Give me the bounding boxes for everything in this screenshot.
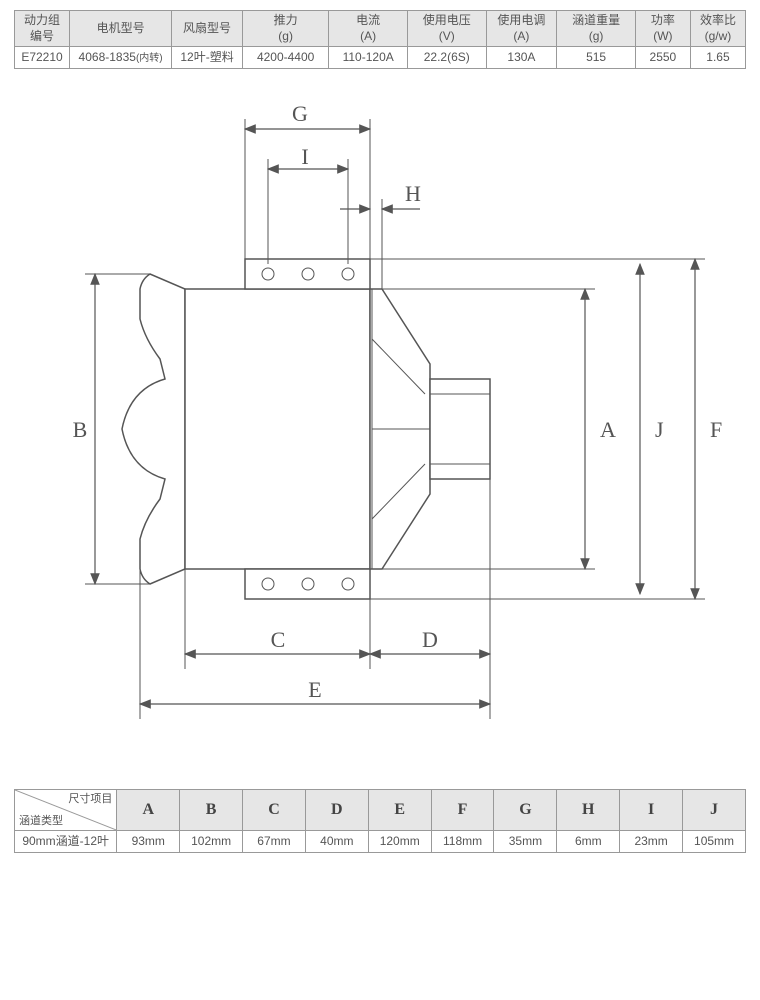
spec-cell: 515 (557, 47, 636, 69)
dim-value: 105mm (683, 831, 746, 853)
spec-header: 使用电调(A) (486, 11, 557, 47)
dim-value: 40mm (305, 831, 368, 853)
svg-text:B: B (73, 417, 88, 442)
spec-header: 电流(A) (329, 11, 408, 47)
dimension-table: 尺寸项目 涵道类型 ABCDEFGHIJ 90mm涵道-12叶 93mm102m… (14, 789, 746, 853)
dim-value: 118mm (431, 831, 494, 853)
dim-value: 35mm (494, 831, 557, 853)
dim-letter: A (117, 790, 180, 831)
svg-text:E: E (308, 677, 321, 702)
dim-row-label: 90mm涵道-12叶 (15, 831, 117, 853)
dim-corner-top: 尺寸项目 (68, 792, 112, 806)
dim-value: 93mm (117, 831, 180, 853)
spec-header: 动力组编号 (15, 11, 70, 47)
spec-cell: E72210 (15, 47, 70, 69)
dim-letter: I (620, 790, 683, 831)
spec-cell: 2550 (635, 47, 690, 69)
dim-letter: F (431, 790, 494, 831)
dim-value: 6mm (557, 831, 620, 853)
svg-text:I: I (301, 144, 308, 169)
dim-letter: J (683, 790, 746, 831)
dim-value: 23mm (620, 831, 683, 853)
spec-header: 功率(W) (635, 11, 690, 47)
dim-value: 102mm (180, 831, 243, 853)
dim-letter: C (243, 790, 306, 831)
dim-letter: D (305, 790, 368, 831)
spec-cell: 1.65 (690, 47, 745, 69)
dim-letter: H (557, 790, 620, 831)
spec-cell: 130A (486, 47, 557, 69)
dimension-diagram: G I H B A J (14, 69, 746, 789)
dim-value: 67mm (243, 831, 306, 853)
spec-header: 效率比(g/w) (690, 11, 745, 47)
spec-header: 使用电压(V) (407, 11, 486, 47)
dim-letter: G (494, 790, 557, 831)
spec-header: 涵道重量(g) (557, 11, 636, 47)
svg-text:D: D (422, 627, 438, 652)
spec-cell: 22.2(6S) (407, 47, 486, 69)
spec-cell: 4200-4400 (242, 47, 328, 69)
dim-letter: E (368, 790, 431, 831)
spec-header: 电机型号 (70, 11, 172, 47)
dim-value: 120mm (368, 831, 431, 853)
spec-cell: 12叶-塑料 (172, 47, 243, 69)
svg-text:J: J (655, 417, 664, 442)
svg-text:C: C (271, 627, 286, 652)
dim-corner-bottom: 涵道类型 (19, 814, 63, 828)
spec-header: 推力(g) (242, 11, 328, 47)
svg-text:G: G (292, 101, 308, 126)
svg-text:H: H (405, 181, 421, 206)
spec-cell: 4068-1835(内转) (70, 47, 172, 69)
svg-text:F: F (710, 417, 722, 442)
spec-cell: 110-120A (329, 47, 408, 69)
spec-header: 风扇型号 (172, 11, 243, 47)
spec-table: 动力组编号电机型号风扇型号推力(g)电流(A)使用电压(V)使用电调(A)涵道重… (14, 10, 746, 69)
svg-text:A: A (600, 417, 616, 442)
dim-letter: B (180, 790, 243, 831)
